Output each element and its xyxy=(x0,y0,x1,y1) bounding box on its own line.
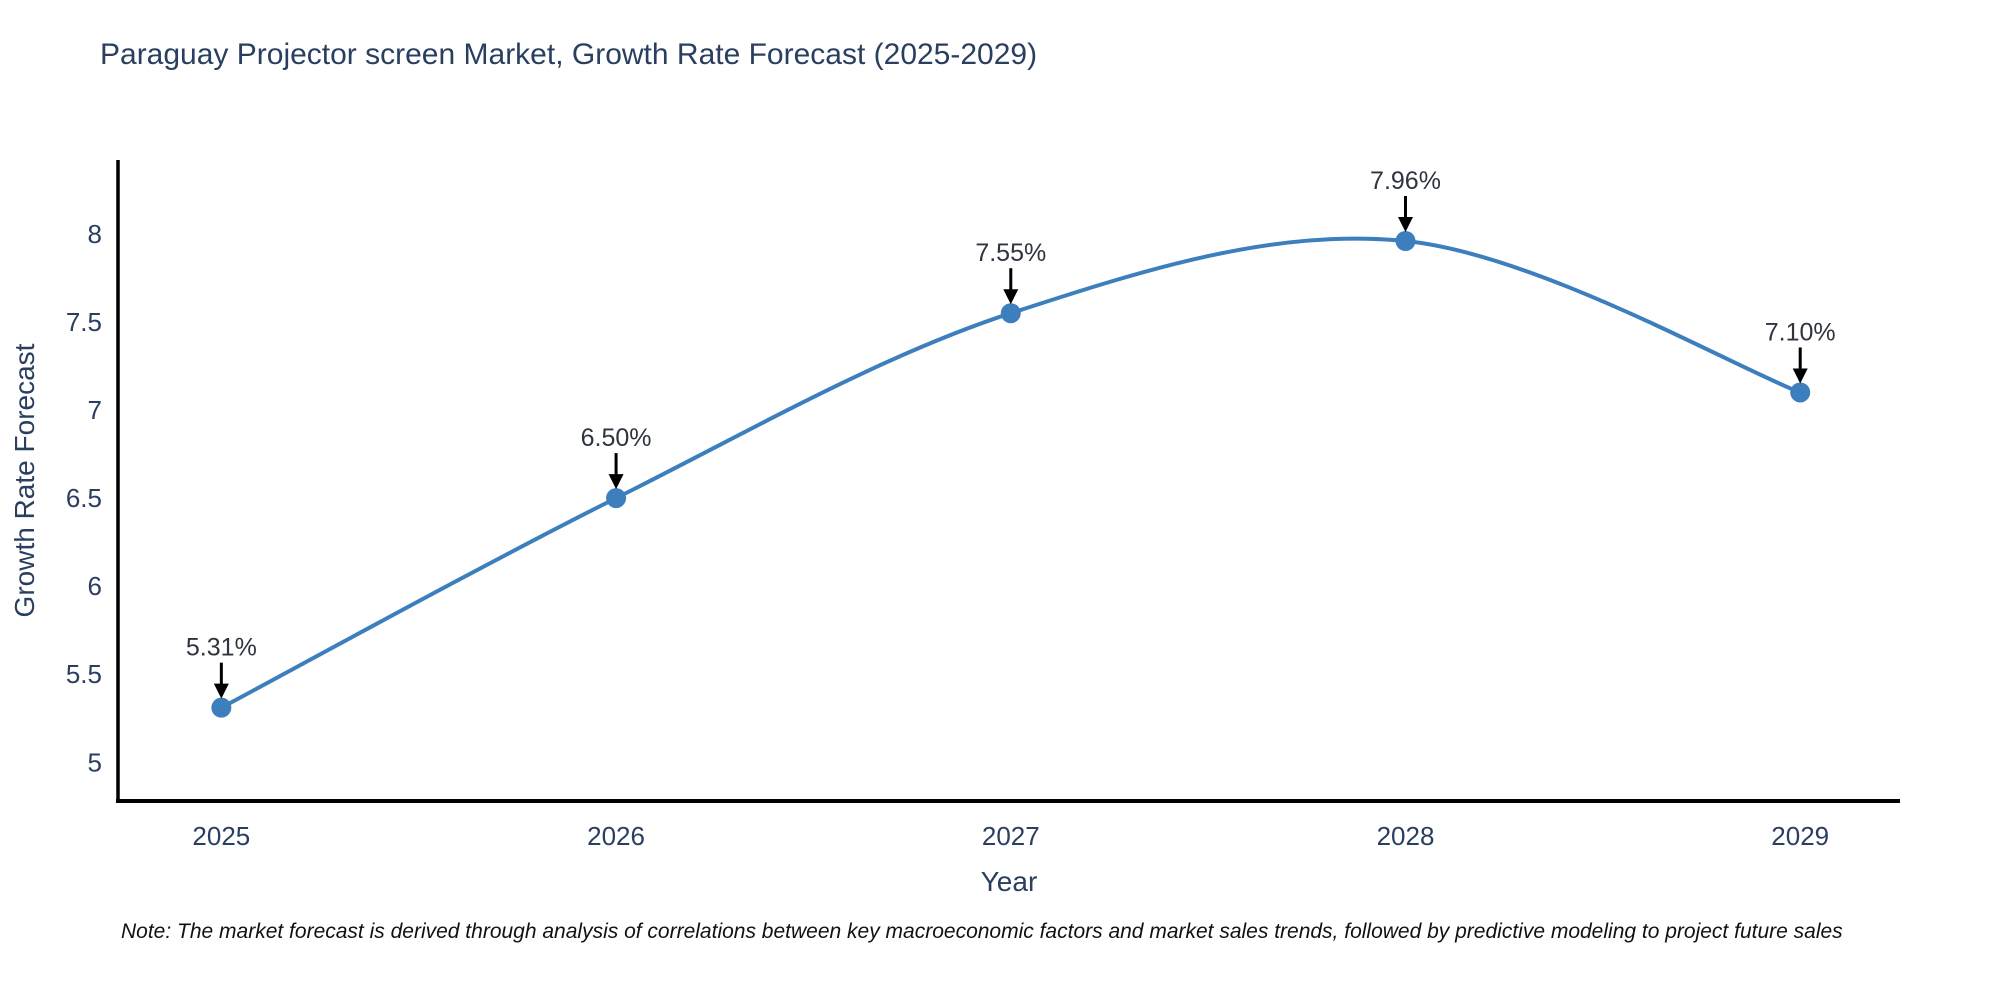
data-point-label: 5.31% xyxy=(186,634,257,662)
annotation-arrowhead-icon xyxy=(213,683,229,699)
data-point-marker xyxy=(1395,231,1416,252)
chart-title: Paraguay Projector screen Market, Growth… xyxy=(100,38,1038,71)
data-point-marker xyxy=(1000,303,1021,324)
y-tick-label: 7.5 xyxy=(66,307,102,337)
y-tick-label: 6 xyxy=(88,571,102,601)
y-tick-label: 5.5 xyxy=(66,659,102,689)
data-point-label: 7.96% xyxy=(1370,167,1441,195)
data-point-label: 7.55% xyxy=(975,239,1046,267)
x-tick-label: 2029 xyxy=(1771,821,1829,851)
footnote-text: Note: The market forecast is derived thr… xyxy=(121,920,1843,943)
data-point-marker xyxy=(211,697,232,718)
annotation-arrowhead-icon xyxy=(1792,368,1808,384)
y-tick-label: 7 xyxy=(88,395,102,425)
data-point-marker xyxy=(606,488,627,509)
y-axis-title: Growth Rate Forecast xyxy=(9,343,40,617)
data-point-label: 6.50% xyxy=(581,424,652,452)
data-point-label: 7.10% xyxy=(1765,318,1836,346)
x-tick-label: 2026 xyxy=(587,821,645,851)
x-axis-title: Year xyxy=(981,866,1038,897)
y-tick-label: 5 xyxy=(88,747,102,777)
annotation-arrowhead-icon xyxy=(608,474,624,490)
x-tick-label: 2027 xyxy=(982,821,1040,851)
annotation-arrowhead-icon xyxy=(1003,289,1019,305)
y-tick-label: 6.5 xyxy=(66,483,102,513)
y-tick-label: 8 xyxy=(88,219,102,249)
data-point-marker xyxy=(1790,382,1811,403)
annotation-arrowhead-icon xyxy=(1397,217,1413,233)
x-tick-label: 2028 xyxy=(1377,821,1435,851)
x-tick-label: 2025 xyxy=(192,821,250,851)
